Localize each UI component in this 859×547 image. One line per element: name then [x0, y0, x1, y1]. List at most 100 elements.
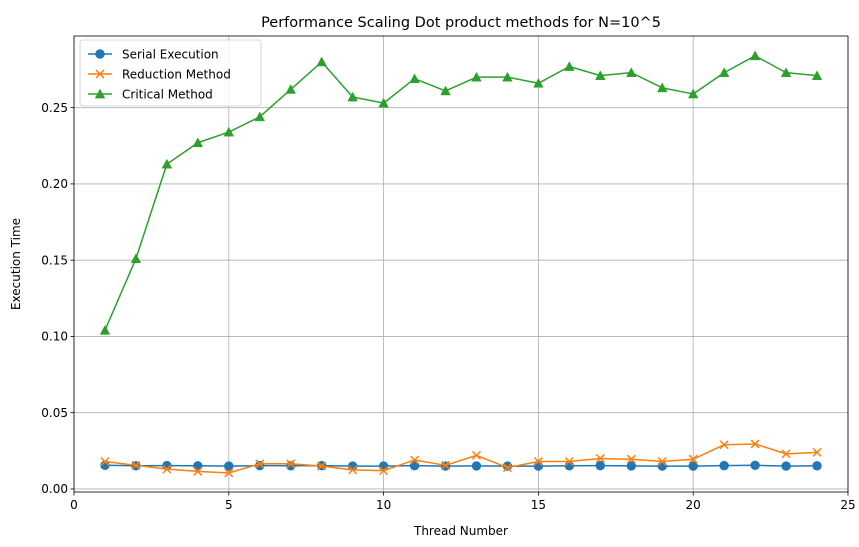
- x-tick-label: 5: [225, 498, 233, 512]
- data-point-serial-execution: [409, 460, 420, 471]
- data-point-reduction-method: [286, 459, 296, 469]
- series-line-critical-method: [104, 55, 818, 331]
- data-point-critical-method: [718, 67, 730, 77]
- x-axis-ticks: 0 5 10 15 20 25: [70, 492, 856, 512]
- data-point-serial-execution: [812, 461, 822, 471]
- data-point-reduction-method: [750, 439, 760, 449]
- grid-lines: [73, 36, 849, 492]
- data-point-reduction-method: [564, 456, 574, 467]
- y-tick-label: 0.20: [41, 177, 68, 191]
- data-point-critical-method: [780, 67, 792, 77]
- data-point-critical-method: [502, 71, 513, 82]
- data-point-reduction-method: [781, 449, 791, 459]
- data-point-reduction-method: [502, 463, 512, 473]
- data-point-reduction-method: [255, 459, 265, 469]
- data-point-critical-method: [161, 158, 173, 169]
- data-point-serial-execution: [224, 461, 234, 471]
- data-point-serial-execution: [255, 460, 265, 471]
- x-axis-label: Thread Number: [413, 524, 508, 538]
- y-axis-ticks: 0.00 0.05 0.10 0.15 0.20 0.25: [41, 101, 74, 496]
- data-point-critical-method: [192, 137, 204, 148]
- data-point-critical-method: [285, 84, 296, 94]
- data-point-critical-method: [440, 85, 451, 96]
- x-tick-label: 15: [531, 498, 546, 512]
- data-point-reduction-method: [348, 465, 358, 475]
- data-point-reduction-method: [379, 466, 389, 476]
- data-point-serial-execution: [471, 461, 482, 471]
- data-point-critical-method: [130, 253, 142, 263]
- data-point-critical-method: [749, 50, 761, 61]
- data-point-critical-method: [409, 73, 420, 84]
- data-point-reduction-method: [100, 456, 110, 467]
- y-axis-label: Execution Time: [9, 218, 23, 310]
- series-reduction-method: [100, 439, 822, 478]
- legend-label-reduction-method: Reduction Method: [122, 67, 231, 81]
- y-tick-label: 0.05: [41, 406, 68, 420]
- data-point-reduction-method: [688, 454, 698, 464]
- data-point-critical-method: [687, 88, 699, 99]
- data-point-reduction-method: [131, 460, 141, 470]
- data-point-serial-execution: [781, 461, 791, 471]
- data-point-serial-execution: [533, 461, 544, 471]
- series-layer: [99, 50, 823, 478]
- data-point-critical-method: [347, 91, 358, 102]
- x-tick-label: 0: [70, 498, 78, 512]
- data-point-critical-method: [657, 82, 668, 93]
- data-point-reduction-method: [657, 456, 667, 467]
- data-point-reduction-method: [224, 468, 234, 478]
- plot-area-frame: [73, 35, 849, 493]
- legend-item-serial-execution: Serial Execution: [88, 47, 219, 61]
- data-point-serial-execution: [719, 460, 729, 471]
- data-point-reduction-method: [440, 460, 451, 470]
- data-point-critical-method: [595, 70, 606, 80]
- y-tick-label: 0.25: [41, 101, 68, 115]
- legend-box: [79, 39, 262, 107]
- y-tick-label: 0.15: [41, 253, 68, 267]
- data-point-serial-execution: [688, 461, 698, 471]
- legend-item-critical-method: Critical Method: [88, 87, 213, 101]
- data-point-critical-method: [811, 70, 823, 80]
- data-point-critical-method: [254, 111, 265, 122]
- data-point-serial-execution: [564, 461, 575, 471]
- y-tick-label: 0.10: [41, 330, 68, 344]
- series-line-reduction-method: [104, 443, 818, 474]
- data-point-critical-method: [99, 325, 111, 335]
- legend-item-reduction-method: Reduction Method: [88, 67, 231, 81]
- series-line-serial-execution: [104, 464, 818, 467]
- data-point-reduction-method: [719, 440, 729, 450]
- data-point-serial-execution: [750, 460, 760, 471]
- data-point-critical-method: [471, 71, 482, 82]
- x-tick-label: 20: [686, 498, 701, 512]
- data-point-reduction-method: [533, 456, 543, 467]
- data-point-serial-execution: [626, 461, 636, 471]
- y-tick-label: 0.00: [41, 482, 68, 496]
- legend-label-serial-execution: Serial Execution: [122, 47, 219, 61]
- series-critical-method: [99, 50, 823, 335]
- data-point-reduction-method: [162, 464, 172, 474]
- data-point-reduction-method: [193, 466, 203, 476]
- legend-marker-serial-execution: [95, 49, 105, 59]
- data-point-reduction-method: [317, 461, 327, 471]
- data-point-reduction-method: [812, 447, 822, 457]
- legend-marker-reduction-method: [95, 69, 105, 79]
- data-point-serial-execution: [595, 460, 606, 471]
- x-tick-label: 25: [840, 498, 855, 512]
- legend-marker-critical-method: [94, 88, 106, 99]
- data-point-critical-method: [626, 67, 637, 77]
- data-point-serial-execution: [193, 461, 203, 471]
- legend-label-critical-method: Critical Method: [122, 87, 213, 101]
- data-point-serial-execution: [657, 461, 667, 471]
- data-point-reduction-method: [471, 450, 482, 460]
- data-point-reduction-method: [410, 455, 420, 465]
- data-point-critical-method: [564, 61, 575, 71]
- data-point-reduction-method: [595, 453, 605, 463]
- x-tick-label: 10: [376, 498, 391, 512]
- data-point-critical-method: [223, 126, 235, 137]
- data-point-critical-method: [533, 77, 544, 88]
- data-point-critical-method: [378, 97, 389, 108]
- data-point-reduction-method: [626, 454, 636, 464]
- legend: Serial Execution Reduction Method Critical…: [79, 39, 262, 107]
- chart-title: Performance Scaling Dot product methods …: [261, 15, 661, 31]
- data-point-critical-method: [316, 56, 327, 67]
